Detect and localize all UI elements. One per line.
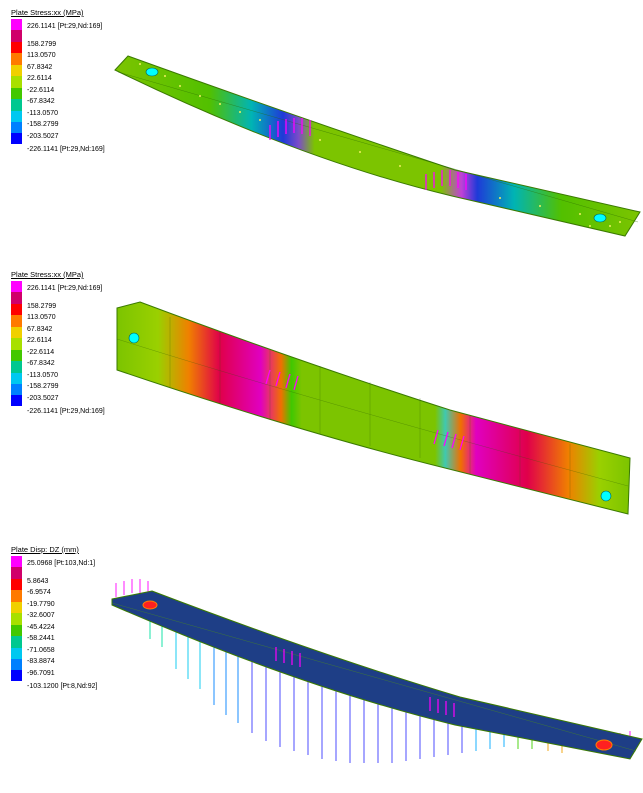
plate-model-stress-middle — [0, 262, 643, 526]
support-node — [596, 740, 612, 750]
stress-plot-middle: Plate Stress:xx (MPa) 226.1141 [Pt:29,Nd… — [0, 262, 643, 526]
stress-plot-top: Plate Stress:xx (MPa) 226.1141 [Pt:29,Nd… — [0, 0, 643, 258]
support-node — [143, 601, 157, 609]
plate-model-displacement — [0, 537, 643, 793]
plate-model-stress-top — [0, 0, 643, 258]
displacement-plot-bottom: Plate Disp: DZ (mm) 25.0968 [Pt:103,Nd:1… — [0, 537, 643, 793]
support-node — [594, 214, 606, 222]
support-node — [146, 68, 158, 76]
support-node — [601, 491, 611, 501]
support-node — [129, 333, 139, 343]
